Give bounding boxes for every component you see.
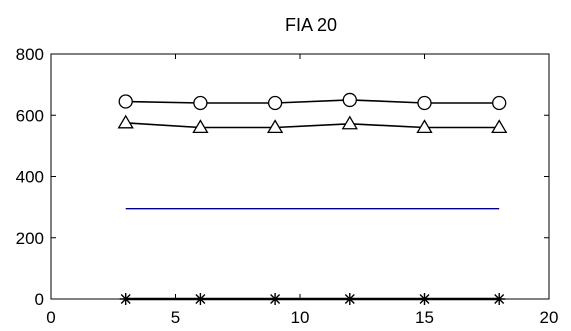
- x-tick-label: 0: [46, 308, 55, 327]
- series-line-1: [125, 122, 500, 129]
- data-point-circle: [267, 95, 283, 111]
- data-point-star: [119, 293, 132, 305]
- data-point-triangle: [416, 119, 433, 134]
- data-point-triangle: [266, 119, 284, 134]
- data-point-star: [493, 293, 506, 305]
- y-tick-label: 600: [16, 106, 44, 125]
- data-point-star: [343, 293, 356, 305]
- y-tick-label: 400: [16, 168, 44, 187]
- data-point-star: [418, 293, 431, 305]
- x-tick-label: 20: [540, 308, 559, 327]
- data-point-triangle: [192, 119, 209, 134]
- x-tick-label: 15: [415, 308, 434, 327]
- data-point-triangle: [491, 119, 508, 134]
- data-point-circle: [342, 92, 357, 108]
- data-point-circle: [118, 94, 133, 109]
- y-tick-label: 200: [16, 229, 44, 248]
- plot-area: [50, 53, 550, 300]
- chart-title: FIA 20: [285, 15, 337, 35]
- data-point-circle: [417, 95, 432, 111]
- data-point-star: [194, 293, 207, 305]
- x-tick-label: 5: [171, 308, 180, 327]
- data-point-triangle: [341, 115, 358, 130]
- data-point-circle: [492, 95, 507, 111]
- data-point-circle: [193, 95, 208, 111]
- y-tick-label: 0: [35, 290, 44, 309]
- data-point-star: [269, 293, 282, 305]
- x-tick-label: 10: [291, 308, 310, 327]
- y-tick-label: 800: [16, 45, 44, 64]
- series-group: [117, 92, 508, 305]
- series-line-0: [125, 99, 500, 104]
- data-point-triangle: [117, 114, 134, 129]
